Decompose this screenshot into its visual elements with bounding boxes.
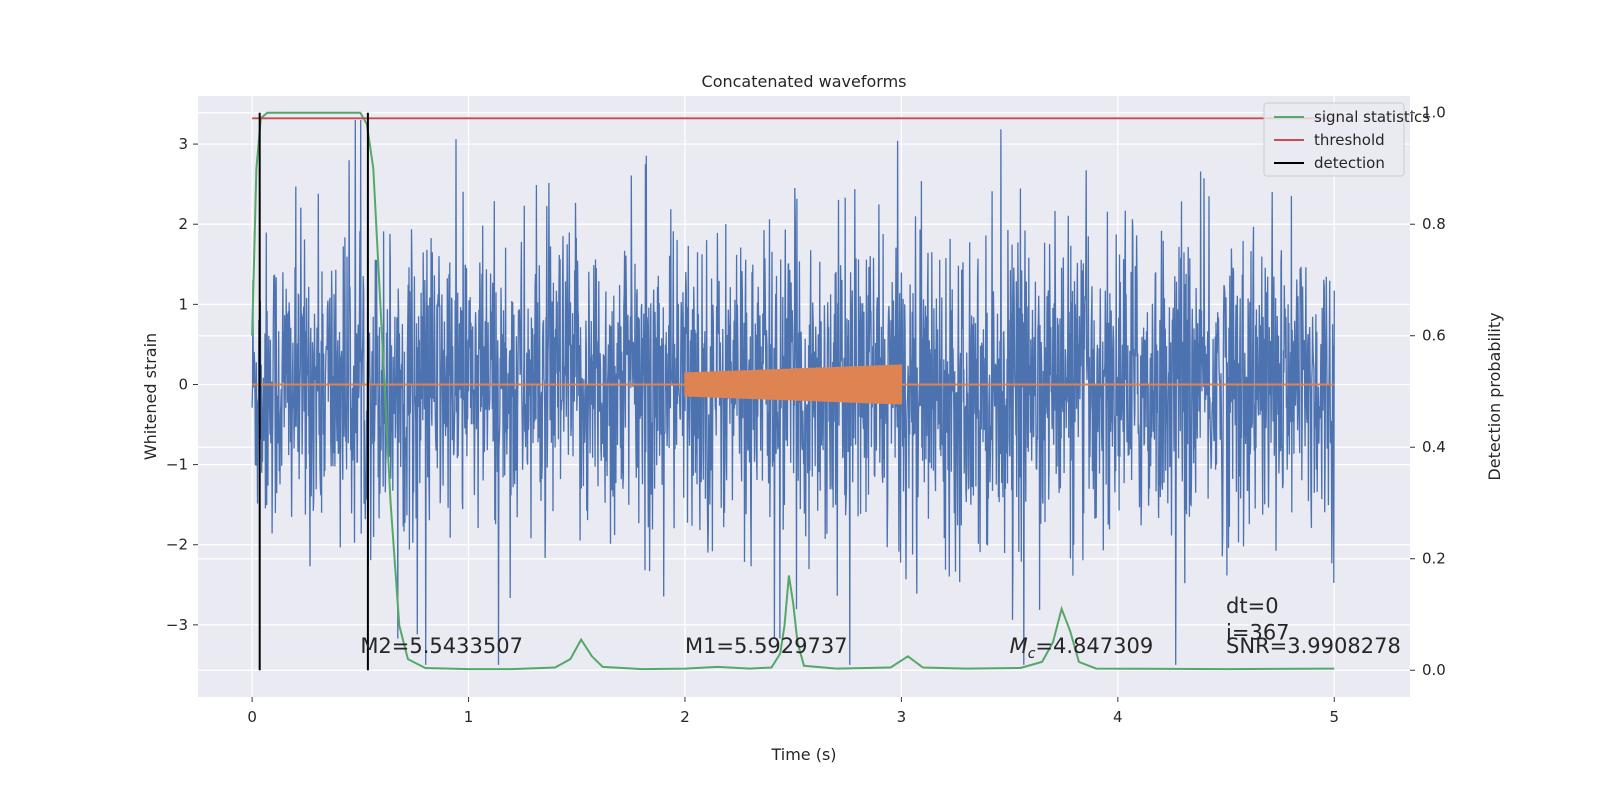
y-right-tick-label: 1.0 — [1422, 104, 1446, 122]
y-tick-label: 2 — [178, 215, 188, 233]
annotation-text: i=367 — [1226, 620, 1290, 644]
y-axis-label: Whitened strain — [141, 333, 160, 460]
annotations: M2=5.5433507 M1=5.5929737 Mc=4.847309 dt=0i… — [360, 594, 1401, 662]
legend-label: threshold — [1314, 131, 1385, 149]
y-right-tick-label: 0.2 — [1422, 550, 1446, 568]
y-tick-label: −1 — [166, 456, 188, 474]
y-right-tick-label: 0.0 — [1422, 661, 1446, 679]
x-tick-label: 1 — [464, 708, 474, 726]
y-tick-label: −3 — [166, 616, 188, 634]
annotation-text: M1=5.5929737 — [685, 634, 848, 658]
signal-statistics-line — [251, 111, 1335, 671]
strain-noise-series — [251, 119, 1335, 665]
x-tick-label: 3 — [897, 708, 907, 726]
legend-box — [1263, 102, 1405, 177]
x-axis-label: Time (s) — [770, 745, 836, 764]
chirp-series — [684, 364, 903, 405]
y-right-tick-label: 0.6 — [1422, 327, 1446, 345]
y-axis-right-label: Detection probability — [1485, 312, 1504, 480]
annotation-text: M2=5.5433507 — [360, 634, 523, 658]
legend: signal statistics threshold detection — [1263, 102, 1430, 177]
chart-title: Concatenated waveforms — [702, 72, 907, 91]
legend-label: signal statistics — [1314, 108, 1430, 126]
x-tick-label: 2 — [680, 708, 690, 726]
y-tick-label: 3 — [178, 135, 188, 153]
annotation-text: SNR=3.9908278 — [1226, 634, 1401, 658]
y-tick-label: −2 — [166, 536, 188, 554]
series-layer — [251, 111, 1335, 671]
legend-label: detection — [1314, 154, 1385, 172]
plot-area — [251, 111, 1335, 671]
y-right-tick-label: 0.8 — [1422, 215, 1446, 233]
x-tick-label: 4 — [1113, 708, 1123, 726]
y-right-tick-label: 0.4 — [1422, 438, 1446, 456]
y-tick-label: 0 — [178, 375, 188, 393]
x-tick-label: 5 — [1329, 708, 1339, 726]
annotation-text: Mc=4.847309 — [1010, 634, 1154, 662]
x-tick-label: 0 — [247, 708, 257, 726]
y-tick-label: 1 — [178, 295, 188, 313]
annotation-text: dt=0 — [1226, 594, 1279, 618]
axes-layer: 0 1 2 3 4 5 3 2 1 0 −1 −2 −3 1.0 0.8 0.6 0.4 0.2 0.0 — [166, 104, 1446, 726]
